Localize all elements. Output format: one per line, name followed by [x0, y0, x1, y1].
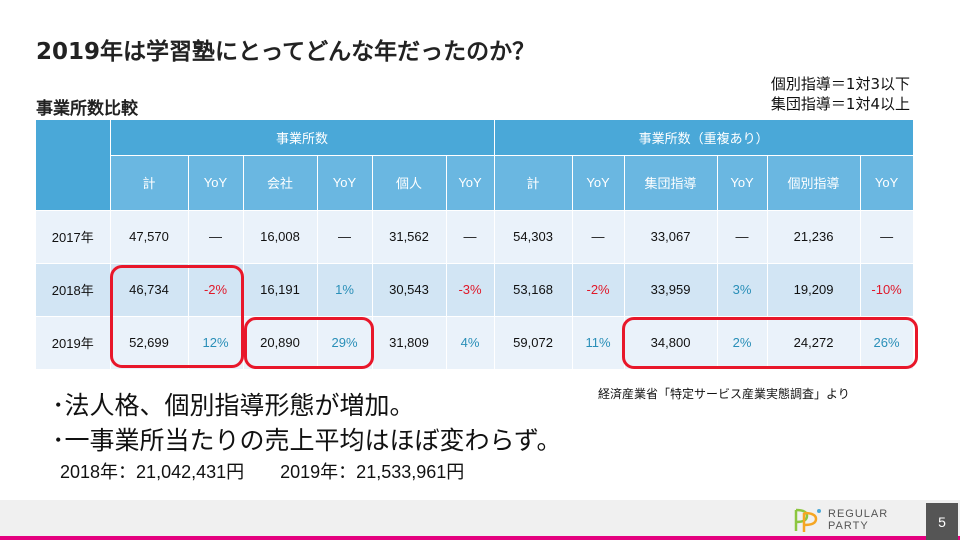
table-cell: — — [317, 210, 373, 264]
column-header: 会社 — [243, 155, 318, 211]
logo-text-line1: REGULAR — [828, 508, 889, 520]
yoy-positive-cell: 1% — [317, 263, 373, 317]
regular-party-logo: REGULAR PARTY — [790, 505, 918, 535]
source-note: 経済産業省「特定サービス産業実態調査」より — [598, 387, 850, 401]
column-header: YoY — [188, 155, 244, 211]
footer-accent-line — [0, 536, 960, 540]
table-cell: — — [446, 210, 495, 264]
column-header: 集団指導 — [624, 155, 718, 211]
table-cell: 53,168 — [494, 263, 573, 317]
table-cell: — — [860, 210, 914, 264]
row-year: 2019年 — [36, 316, 111, 370]
table-cell: 34,800 — [624, 316, 718, 370]
slide-title: 2019年は学習塾にとってどんな年だったのか？ — [36, 39, 536, 65]
table-cell: 16,191 — [243, 263, 318, 317]
definition-notes: 個別指導＝1対3以下 集団指導＝1対4以上 — [771, 74, 910, 114]
table-cell: 33,067 — [624, 210, 718, 264]
yoy-negative-cell: -3% — [446, 263, 495, 317]
logo-text: REGULAR PARTY — [828, 508, 888, 532]
table-cell: 47,570 — [110, 210, 189, 264]
table-cell: 16,008 — [243, 210, 318, 264]
table-cell: 21,236 — [767, 210, 861, 264]
page-number: 5 — [926, 503, 958, 540]
yoy-negative-cell: -2% — [188, 263, 244, 317]
establishment-table: 事業所数 事業所数（重複あり） 計 YoY 会社 YoY 個人 YoY 計 Yo… — [36, 120, 914, 370]
revenue-2018: 2018年：21,042,431円 — [60, 462, 245, 482]
table-row-2017: 2017年 47,570 — 16,008 — 31,562 — 54,303 … — [36, 210, 914, 264]
table-cell: 20,890 — [243, 316, 318, 370]
column-header: YoY — [572, 155, 625, 211]
table-cell: 31,562 — [372, 210, 447, 264]
table-cell: 19,209 — [767, 263, 861, 317]
logo-text-line2: PARTY — [828, 520, 869, 532]
table-cell: — — [188, 210, 244, 264]
table-row-2018: 2018年 46,734 -2% 16,191 1% 30,543 -3% 53… — [36, 263, 914, 317]
table-cell: 46,734 — [110, 263, 189, 317]
table-cell: 54,303 — [494, 210, 573, 264]
group-header-row: 事業所数 事業所数（重複あり） — [36, 120, 914, 211]
bullet-item: ･一事業所当たりの売上平均はほぼ変わらず。 — [52, 426, 562, 455]
yoy-positive-cell: 12% — [188, 316, 244, 370]
yoy-positive-cell: 3% — [717, 263, 768, 317]
table-cell: 33,959 — [624, 263, 718, 317]
average-revenue: 2018年：21,042,431円 2019年：21,533,961円 — [60, 458, 464, 484]
note-group: 集団指導＝1対4以上 — [770, 95, 910, 113]
yoy-negative-cell: -2% — [572, 263, 625, 317]
column-header: 計 — [110, 155, 189, 211]
column-header: 個別指導 — [767, 155, 861, 211]
yoy-positive-cell: 4% — [446, 316, 495, 370]
yoy-positive-cell: 11% — [572, 316, 625, 370]
revenue-2019: 2019年：21,533,961円 — [280, 462, 465, 482]
row-year: 2017年 — [36, 210, 111, 264]
table-cell: 59,072 — [494, 316, 573, 370]
section-subtitle: 事業所数比較 — [36, 99, 138, 119]
bullet-list: ･法人格、個別指導形態が増加。 ･一事業所当たりの売上平均はほぼ変わらず。 — [52, 388, 562, 458]
table-cell: 31,809 — [372, 316, 447, 370]
yoy-positive-cell: 2% — [717, 316, 768, 370]
table-row-2019: 2019年 52,699 12% 20,890 29% 31,809 4% 59… — [36, 316, 914, 370]
note-individual: 個別指導＝1対3以下 — [770, 75, 910, 93]
column-header: YoY — [717, 155, 768, 211]
corner-cell — [36, 120, 111, 211]
footer-bar — [0, 500, 960, 540]
column-header: YoY — [860, 155, 914, 211]
table-cell: — — [572, 210, 625, 264]
group-header-establishments: 事業所数 — [110, 120, 495, 156]
yoy-negative-cell: -10% — [860, 263, 914, 317]
table-cell: 30,543 — [372, 263, 447, 317]
yoy-positive-cell: 26% — [860, 316, 914, 370]
table-cell: 52,699 — [110, 316, 189, 370]
column-header: YoY — [317, 155, 373, 211]
table-cell: — — [717, 210, 768, 264]
logo-mark-icon — [794, 508, 821, 532]
column-header: YoY — [446, 155, 495, 211]
table-cell: 24,272 — [767, 316, 861, 370]
group-header-establishments-dup: 事業所数（重複あり） — [494, 120, 914, 156]
column-header-row: 計 YoY 会社 YoY 個人 YoY 計 YoY 集団指導 YoY 個別指導 … — [36, 155, 914, 211]
column-header: 個人 — [372, 155, 447, 211]
row-year: 2018年 — [36, 263, 111, 317]
bullet-item: ･法人格、個別指導形態が増加。 — [52, 391, 415, 420]
yoy-positive-cell: 29% — [317, 316, 373, 370]
column-header: 計 — [494, 155, 573, 211]
